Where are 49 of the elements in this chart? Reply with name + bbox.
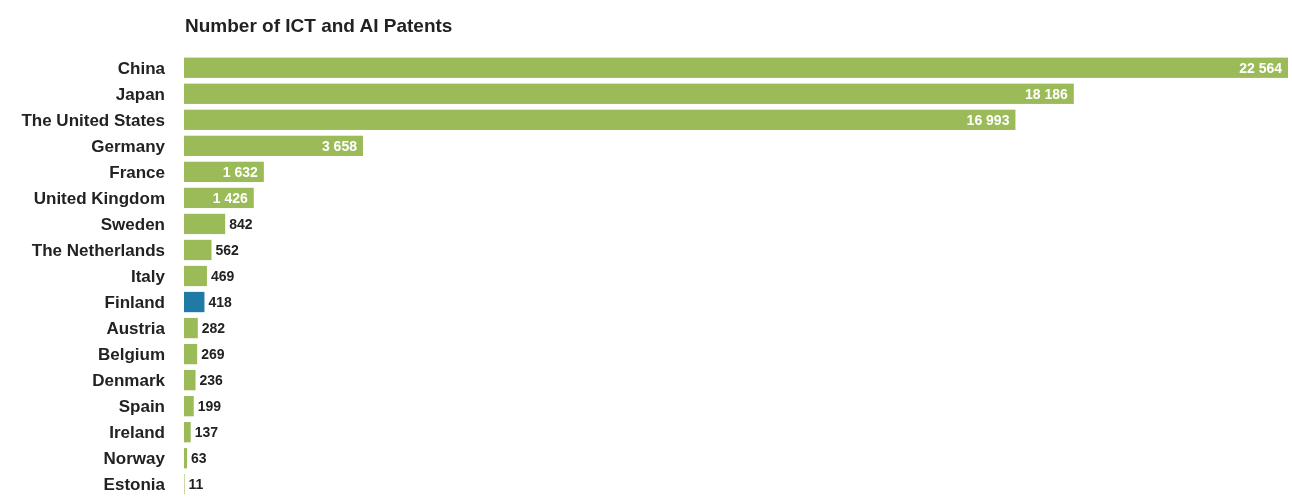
bar <box>184 239 212 261</box>
bar <box>184 343 198 365</box>
y-tick-label: Germany <box>91 136 166 156</box>
y-tick-label: Japan <box>115 84 165 104</box>
data-label: 18 186 <box>1024 85 1068 102</box>
data-label: 11 <box>188 476 204 493</box>
data-label: 1 426 <box>212 189 248 206</box>
y-tick-label: The United States <box>21 110 165 130</box>
data-label: 137 <box>194 424 219 441</box>
y-tick-label: Italy <box>130 266 166 286</box>
y-tick-label: Denmark <box>92 371 166 391</box>
y-tick-label: Estonia <box>103 475 166 495</box>
y-tick-label: China <box>117 58 166 78</box>
data-label: 418 <box>208 293 233 310</box>
bar <box>184 369 196 391</box>
data-label: 3 658 <box>321 137 358 154</box>
data-label: 16 993 <box>966 111 1010 128</box>
data-label: 63 <box>191 450 207 467</box>
chart-title: Number of ICT and AI Patents <box>185 15 453 36</box>
bar <box>184 317 198 339</box>
bar <box>184 109 1016 130</box>
y-tick-label: United Kingdom <box>33 188 165 208</box>
bar <box>184 396 194 417</box>
data-label: 562 <box>215 241 240 258</box>
y-tick-label: France <box>109 162 165 182</box>
bar <box>184 422 191 443</box>
y-tick-label: Spain <box>118 397 165 417</box>
bar <box>184 213 226 235</box>
y-tick-label: Sweden <box>100 214 165 234</box>
y-tick-label: Finland <box>104 292 165 312</box>
y-tick-label: Belgium <box>97 345 165 365</box>
bar <box>184 57 1288 78</box>
y-tick-label: Austria <box>106 319 166 339</box>
data-label: 282 <box>201 319 226 336</box>
bar <box>184 265 207 287</box>
bar <box>184 135 363 156</box>
y-tick-label: Ireland <box>109 423 165 443</box>
y-tick-label: Norway <box>103 449 166 469</box>
data-label: 842 <box>229 215 253 232</box>
bar <box>184 83 1074 104</box>
data-label: 469 <box>210 267 235 284</box>
data-label: 1 632 <box>222 163 259 180</box>
data-label: 199 <box>197 398 222 415</box>
bar <box>184 291 205 313</box>
data-label: 22 564 <box>1239 59 1283 76</box>
bar <box>184 448 188 469</box>
y-tick-label: The Netherlands <box>31 240 165 260</box>
data-label: 269 <box>201 345 225 362</box>
data-label: 236 <box>199 372 224 389</box>
